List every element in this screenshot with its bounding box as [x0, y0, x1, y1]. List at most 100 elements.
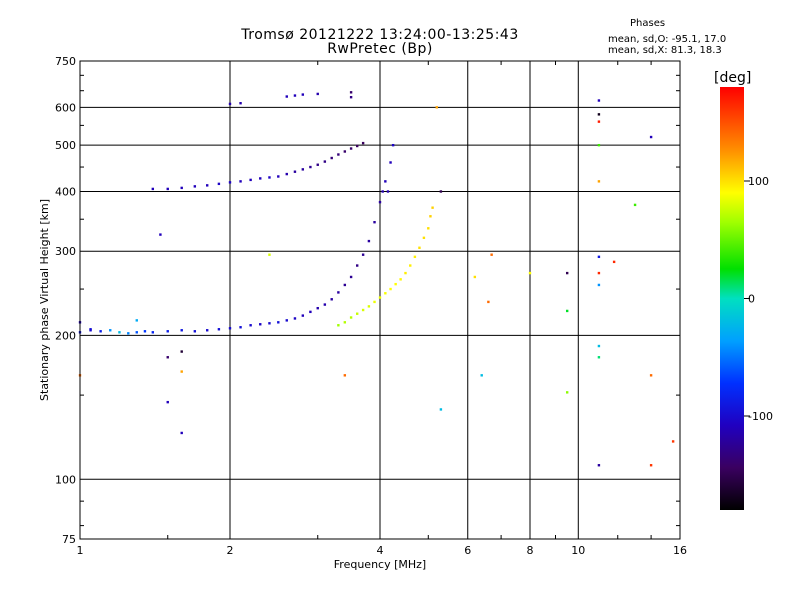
data-point: [429, 215, 432, 218]
phase-stats-title: Phases: [630, 18, 666, 29]
data-point: [597, 283, 601, 287]
data-point: [268, 253, 271, 256]
data-point: [309, 310, 312, 314]
plot-grid: [80, 61, 680, 539]
data-point: [487, 300, 490, 304]
data-point: [323, 160, 327, 163]
data-point: [285, 95, 288, 98]
data-point: [337, 291, 340, 294]
y-axis-ticks: 75 100 200 300 400 500 600 750: [55, 55, 680, 546]
colorbar: [720, 87, 744, 510]
data-point: [180, 186, 183, 190]
data-point: [373, 221, 376, 224]
data-point: [239, 326, 242, 329]
data-point: [612, 260, 616, 264]
data-point: [439, 190, 443, 193]
data-point: [597, 255, 601, 259]
x-tick-label: 6: [464, 544, 471, 557]
data-point: [633, 203, 637, 207]
data-point: [180, 350, 183, 353]
data-point: [431, 206, 434, 209]
data-point: [127, 332, 130, 335]
data-point: [337, 324, 340, 327]
data-point: [378, 296, 382, 299]
data-point: [361, 253, 365, 256]
data-point: [565, 391, 569, 394]
x-tick-label: 16: [673, 544, 687, 557]
x-axis-ticks: 1 2 4 6 8 10 16: [77, 61, 687, 557]
y-tick-label: 100: [55, 473, 76, 486]
data-point: [389, 161, 392, 164]
data-point: [343, 283, 347, 287]
data-point: [285, 172, 288, 176]
data-point: [293, 317, 297, 320]
colorbar-unit-label: [deg]: [714, 70, 752, 86]
data-point: [293, 94, 297, 97]
data-point: [439, 408, 443, 411]
data-point: [349, 91, 353, 94]
data-point: [330, 156, 333, 160]
data-point: [193, 185, 197, 188]
data-point: [528, 271, 532, 275]
data-point: [399, 278, 402, 281]
data-point: [597, 120, 601, 123]
plot-frame: [79, 60, 681, 540]
data-point: [323, 303, 327, 306]
x-tick-label: 4: [377, 544, 384, 557]
x-tick-label: 2: [227, 544, 234, 557]
data-point: [249, 178, 252, 182]
data-point: [597, 143, 601, 147]
data-point: [180, 431, 183, 435]
data-point: [381, 190, 384, 193]
data-point: [259, 177, 262, 180]
data-point: [166, 356, 169, 359]
data-point: [649, 135, 653, 139]
data-point: [435, 106, 438, 109]
data-point: [361, 141, 365, 145]
data-point: [373, 300, 376, 304]
data-point: [343, 150, 347, 153]
data-point: [349, 147, 353, 150]
data-point: [597, 344, 601, 348]
data-point: [413, 255, 417, 259]
data-point: [565, 271, 569, 275]
data-point: [384, 292, 387, 295]
data-point: [135, 331, 138, 334]
y-tick-label: 750: [55, 55, 76, 68]
data-point: [180, 370, 183, 373]
colorbar-tick-label: 100: [748, 175, 769, 188]
data-point: [597, 99, 601, 102]
data-point: [228, 102, 232, 106]
data-point: [285, 319, 288, 322]
data-point: [391, 143, 395, 147]
data-point: [316, 163, 319, 166]
data-point: [597, 356, 601, 359]
data-point: [193, 330, 197, 333]
data-point: [355, 264, 359, 267]
data-point: [259, 323, 262, 326]
data-point: [349, 275, 353, 279]
colorbar-ticks: 100 0 -100: [744, 175, 773, 423]
data-point: [205, 184, 209, 187]
data-point: [422, 236, 426, 240]
y-axis-label: Stationary phase Virtual Height [km]: [38, 199, 51, 401]
data-point: [143, 330, 147, 333]
data-point: [239, 180, 242, 183]
data-point: [418, 246, 421, 249]
data-point: [597, 113, 601, 116]
data-point: [343, 374, 347, 377]
y-tick-label: 75: [62, 533, 76, 546]
chart-title: Tromsø 20121222 13:24:00-13:25:43: [241, 27, 519, 43]
data-point: [316, 92, 319, 96]
colorbar-tick-label: 0: [748, 293, 755, 306]
y-tick-label: 400: [55, 185, 76, 198]
data-point: [228, 327, 232, 330]
phase-stats-x: mean, sd,X: 81.3, 18.3: [608, 45, 722, 56]
data-point: [277, 321, 280, 324]
data-point: [159, 233, 162, 236]
x-tick-label: 8: [527, 544, 534, 557]
data-point: [316, 306, 319, 310]
data-point: [361, 308, 365, 312]
y-tick-label: 300: [55, 245, 76, 258]
